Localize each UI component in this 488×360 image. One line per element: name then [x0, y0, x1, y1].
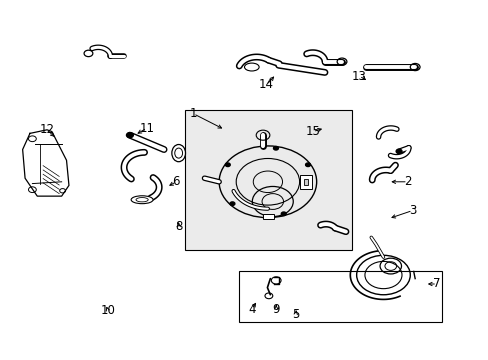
Bar [184, 110, 351, 250]
Circle shape [229, 202, 234, 206]
Bar [238, 271, 441, 321]
Ellipse shape [174, 148, 182, 158]
Circle shape [395, 149, 401, 153]
Text: 14: 14 [259, 78, 273, 91]
Ellipse shape [131, 196, 153, 204]
Ellipse shape [136, 198, 148, 202]
Text: 8: 8 [175, 220, 182, 233]
Text: 15: 15 [305, 125, 320, 138]
Text: 10: 10 [101, 305, 115, 318]
Text: 1: 1 [189, 107, 197, 120]
Bar [304, 179, 308, 185]
Ellipse shape [244, 63, 259, 71]
Text: 6: 6 [172, 175, 180, 188]
Text: 2: 2 [403, 175, 411, 188]
Text: 9: 9 [272, 303, 279, 316]
Circle shape [225, 163, 230, 167]
Ellipse shape [171, 144, 185, 162]
Circle shape [305, 163, 310, 167]
Text: 5: 5 [291, 308, 299, 321]
Text: 11: 11 [139, 122, 154, 135]
Text: 12: 12 [40, 123, 54, 136]
Bar [263, 214, 273, 220]
Circle shape [273, 147, 278, 150]
Text: 3: 3 [408, 204, 416, 217]
Circle shape [281, 212, 285, 216]
Circle shape [126, 133, 133, 138]
Text: 4: 4 [247, 303, 255, 316]
Text: 7: 7 [432, 278, 440, 291]
Bar [299, 175, 311, 189]
Text: 13: 13 [351, 69, 366, 82]
